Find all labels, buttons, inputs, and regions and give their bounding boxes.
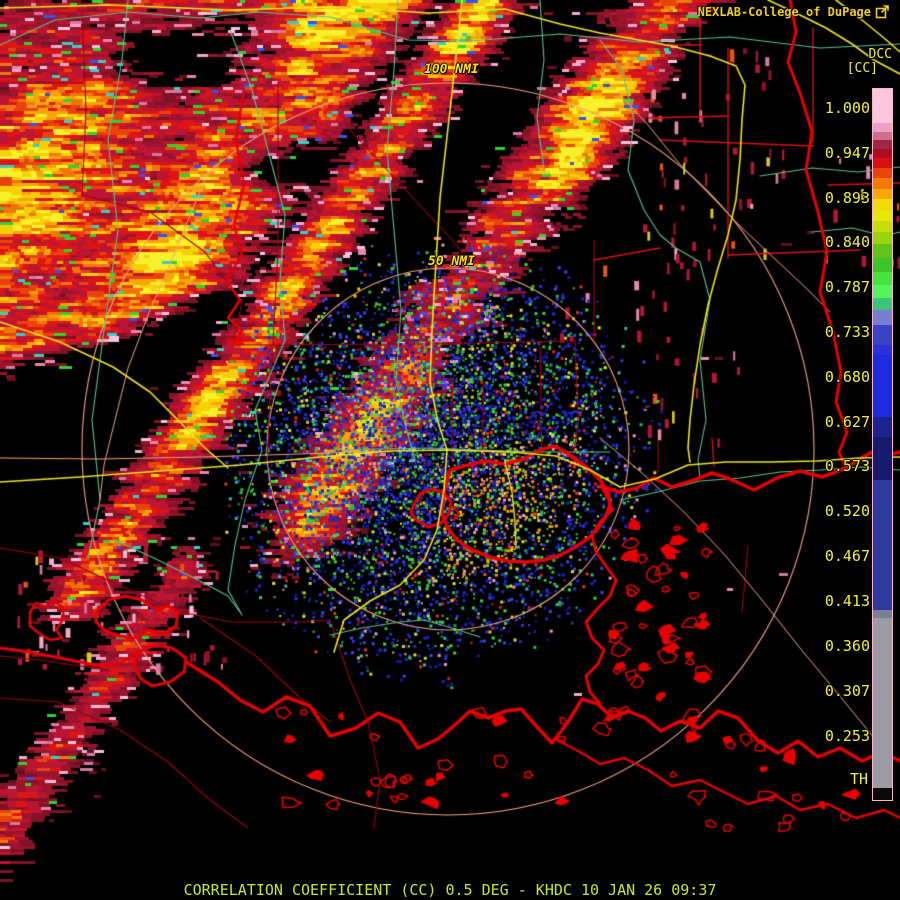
legend-tick-label: 0.787	[824, 278, 870, 296]
colorbar-segment	[873, 437, 892, 480]
legend-product-code: DCC	[868, 47, 892, 62]
legend-tick-label: 0.360	[824, 637, 870, 655]
legend-units: [CC]	[846, 61, 878, 76]
legend-tick-label: 0.733	[824, 323, 870, 341]
product-title: CORRELATION COEFFICIENT (CC) 0.5 DEG - K…	[183, 881, 717, 899]
legend-tick-label: 1.000	[824, 99, 870, 117]
colorbar-segment	[873, 325, 892, 345]
legend-tick-label: 0.680	[824, 368, 870, 386]
legend-tick-label: 0.893	[824, 189, 870, 207]
range-ring-label: 50 NMI	[428, 254, 475, 269]
colorbar-segment	[873, 298, 892, 310]
legend-tick-label: 0.520	[824, 502, 870, 520]
external-link-icon[interactable]	[875, 4, 890, 19]
colorbar-segment	[873, 168, 892, 178]
colorbar-segment	[873, 417, 892, 437]
legend-tick-label: 0.627	[824, 413, 870, 431]
colorbar-segment	[873, 89, 892, 123]
colorbar-segment	[873, 355, 892, 417]
legend-tick-label: 0.840	[824, 233, 870, 251]
colorbar-segment	[873, 272, 892, 285]
colorbar-segment	[873, 610, 892, 618]
colorbar-segment	[873, 158, 892, 168]
watermark: NEXLAB-College of DuPage	[698, 4, 890, 19]
colorbar-segment	[873, 345, 892, 355]
legend-tick-label: 0.467	[824, 547, 870, 565]
colorbar-segment	[873, 310, 892, 325]
colorbar-segment	[873, 480, 892, 610]
colorbar-segment	[873, 132, 892, 140]
colorbar-segment	[873, 199, 892, 211]
range-ring-label: 100 NMI	[424, 62, 479, 77]
legend-tick-label: 0.573	[824, 457, 870, 475]
legend-tick-label: 0.253	[824, 727, 870, 745]
colorbar-segment	[873, 258, 892, 272]
legend-tick-label: 0.947	[824, 144, 870, 162]
watermark-text: NEXLAB-College of DuPage	[697, 4, 871, 19]
colorbar-segment	[873, 149, 892, 158]
colorbar-segment	[873, 189, 892, 199]
colorbar-segment	[873, 788, 892, 800]
legend-tick-label: 0.307	[824, 682, 870, 700]
legend-colorbar	[872, 88, 893, 801]
legend-tick-label: 0.413	[824, 592, 870, 610]
colorbar-segment	[873, 211, 892, 221]
colorbar-segment	[873, 285, 892, 298]
colorbar-segment	[873, 618, 892, 788]
colorbar-segment	[873, 244, 892, 258]
legend-threshold-label: TH	[849, 770, 868, 788]
colorbar-segment	[873, 178, 892, 189]
colorbar-segment	[873, 232, 892, 244]
colorbar-segment	[873, 123, 892, 132]
colorbar-segment	[873, 140, 892, 149]
colorbar-segment	[873, 221, 892, 232]
